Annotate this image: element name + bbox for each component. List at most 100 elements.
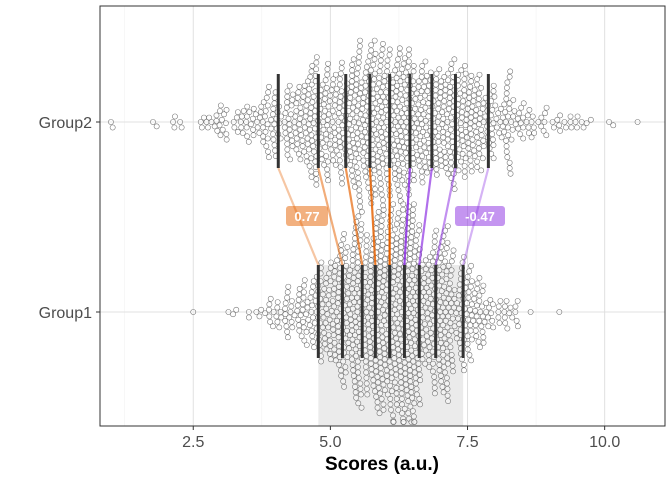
group1-point <box>381 261 388 268</box>
group1-point <box>423 266 429 272</box>
group2-point <box>284 152 291 158</box>
group1-point <box>319 301 326 308</box>
group1-point <box>352 389 359 396</box>
group2-point <box>525 124 532 131</box>
group2-point <box>374 105 381 112</box>
group1-point <box>423 293 430 300</box>
group1-point <box>392 379 398 386</box>
group1-point <box>296 327 303 334</box>
difference-label-9: -0.47 <box>465 209 495 224</box>
group2-point <box>502 109 509 115</box>
group1-point <box>443 268 450 275</box>
group2-point <box>288 102 295 109</box>
group1-point <box>344 244 351 250</box>
group2-point <box>432 87 439 93</box>
group1-point <box>363 254 369 260</box>
group2-point <box>223 131 230 137</box>
group2-point <box>520 100 527 107</box>
group2-point <box>489 131 496 137</box>
group2-point <box>528 134 535 141</box>
group2-point <box>471 87 478 93</box>
group2-point <box>520 124 527 131</box>
group1-point <box>325 332 332 338</box>
group2-point <box>399 66 405 73</box>
group1-point <box>318 358 324 365</box>
group1-point <box>352 319 359 325</box>
group2-point <box>392 147 399 154</box>
group2-point <box>526 107 533 113</box>
group1-point <box>437 326 444 333</box>
group2-point <box>379 155 386 162</box>
group2-point <box>574 124 580 131</box>
group2-point <box>270 131 276 137</box>
group2-point <box>271 100 278 107</box>
group1-point <box>514 298 521 304</box>
group1-point <box>294 308 301 314</box>
axes: 2.5 5.0 7.5 10.0 Group2 Group1 <box>39 115 621 451</box>
group2-point <box>294 94 301 101</box>
group2-point <box>330 157 337 164</box>
group1-point <box>354 303 361 310</box>
group2-point <box>448 66 455 73</box>
group1-point <box>318 259 325 266</box>
group1-point <box>387 382 393 389</box>
group1-point <box>383 367 390 374</box>
group2-point <box>239 130 246 136</box>
group1-point <box>461 254 467 260</box>
group1-point <box>454 300 460 307</box>
group2-point <box>556 122 563 129</box>
group2-point <box>476 90 482 97</box>
group2-point <box>355 59 362 66</box>
group1-point <box>324 311 331 318</box>
group1-point <box>425 338 431 345</box>
group1-point <box>463 311 470 318</box>
group2-point <box>435 100 442 107</box>
group1-point <box>375 238 381 245</box>
group1-point <box>447 337 454 344</box>
group2-point <box>283 135 290 142</box>
group2-point <box>244 133 250 140</box>
group1-point <box>406 334 413 341</box>
group1-point <box>363 237 370 244</box>
group1-point <box>376 348 383 355</box>
group2-point <box>380 114 387 121</box>
group1-point <box>282 311 289 318</box>
group2-point <box>250 126 256 133</box>
group2-point <box>399 177 406 184</box>
group2-point <box>442 81 449 88</box>
group2-point <box>413 144 419 151</box>
group2-point <box>423 132 430 139</box>
group2-point <box>405 64 411 70</box>
group2-point <box>435 133 442 140</box>
group1-point <box>348 322 355 329</box>
group2-point <box>433 70 440 77</box>
group1-point <box>451 287 458 293</box>
group1-point <box>439 383 446 390</box>
group1-point <box>451 295 458 302</box>
group2-point <box>561 119 568 125</box>
group1-point <box>440 358 447 365</box>
group2-point <box>606 119 612 125</box>
group1-point <box>451 323 458 330</box>
group1-point <box>364 391 371 398</box>
group1-point <box>349 336 356 343</box>
group1-point <box>460 361 467 368</box>
group2-point <box>543 104 550 111</box>
group1-point <box>444 392 451 399</box>
group2-point <box>371 76 378 82</box>
group1-point <box>266 301 273 308</box>
group2-point <box>360 94 367 101</box>
group1-point <box>320 291 326 298</box>
group2-point <box>446 94 453 101</box>
group2-point <box>475 140 482 146</box>
group1-point <box>453 335 460 342</box>
group2-point <box>371 56 378 63</box>
group2-point <box>284 141 291 147</box>
group2-point <box>503 96 510 102</box>
group2-point <box>366 53 373 59</box>
group2-point <box>436 146 443 153</box>
group1-point <box>468 357 475 364</box>
group2-point <box>567 119 574 125</box>
group1-point <box>395 325 402 332</box>
group2-point <box>393 108 400 114</box>
